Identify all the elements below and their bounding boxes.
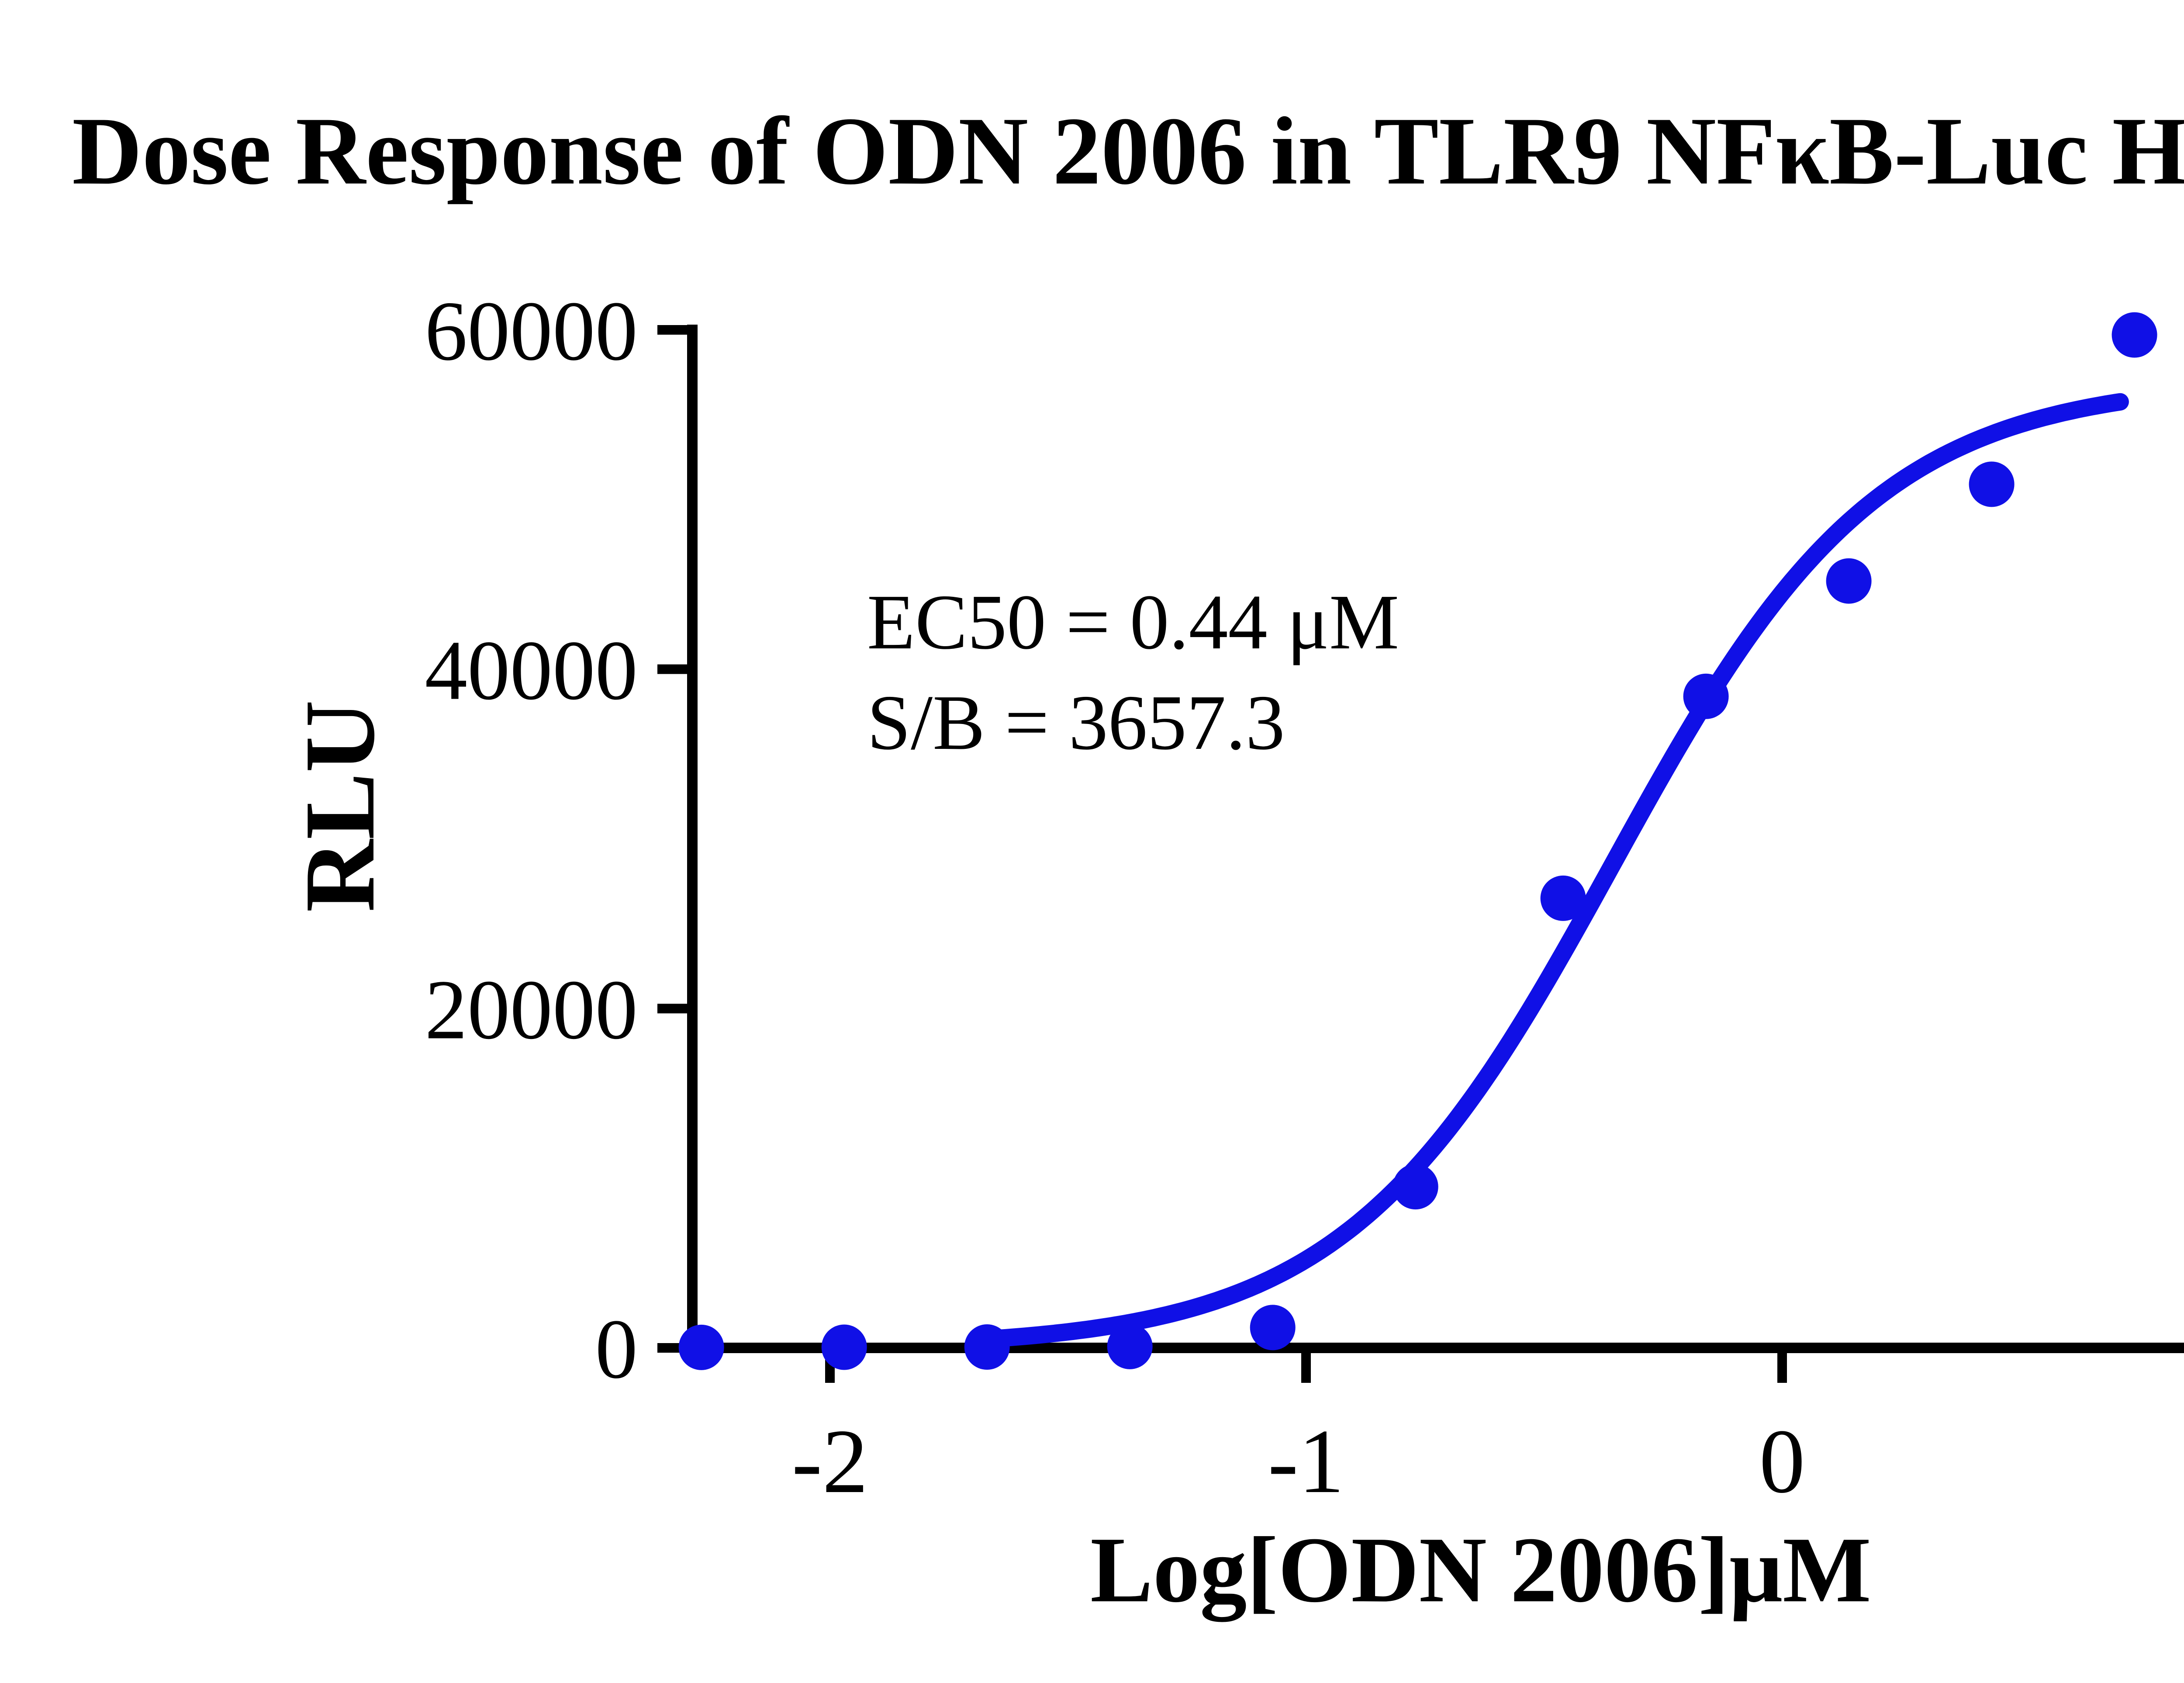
x-ticks: -2-101 xyxy=(792,1348,1805,1512)
y-tick-label: 60000 xyxy=(425,284,638,378)
ec50-annotation: EC50 = 0.44 μM xyxy=(867,578,1399,665)
data-point xyxy=(1107,1323,1153,1369)
data-points xyxy=(678,312,2157,1370)
data-point xyxy=(678,1324,724,1370)
x-tick-label: -2 xyxy=(792,1411,868,1512)
data-point xyxy=(1250,1305,1296,1351)
chart-title: Dose Response of ODN 2006 in TLR9 NFκB-L… xyxy=(72,97,2184,205)
y-tick-label: 20000 xyxy=(425,963,638,1057)
data-point xyxy=(1393,1164,1438,1210)
data-point xyxy=(964,1324,1010,1370)
data-point xyxy=(2111,312,2157,358)
y-ticks: 0 20000 40000 60000 xyxy=(425,284,692,1396)
y-tick-label: 0 xyxy=(595,1302,638,1396)
y-tick-label: 40000 xyxy=(425,623,638,718)
x-tick-label: -1 xyxy=(1268,1411,1344,1512)
x-tick-label: 0 xyxy=(1759,1411,1805,1512)
data-point xyxy=(821,1324,867,1370)
data-point xyxy=(1826,558,1872,604)
data-point xyxy=(1969,461,2015,507)
x-axis-title: Log[ODN 2006]μM xyxy=(1090,1517,1871,1622)
data-point xyxy=(1683,673,1729,719)
y-axis-title: RLU xyxy=(284,700,395,912)
signal-background-annotation: S/B = 3657.3 xyxy=(867,679,1285,766)
data-point xyxy=(1540,875,1586,921)
fit-curve xyxy=(973,393,2129,1348)
